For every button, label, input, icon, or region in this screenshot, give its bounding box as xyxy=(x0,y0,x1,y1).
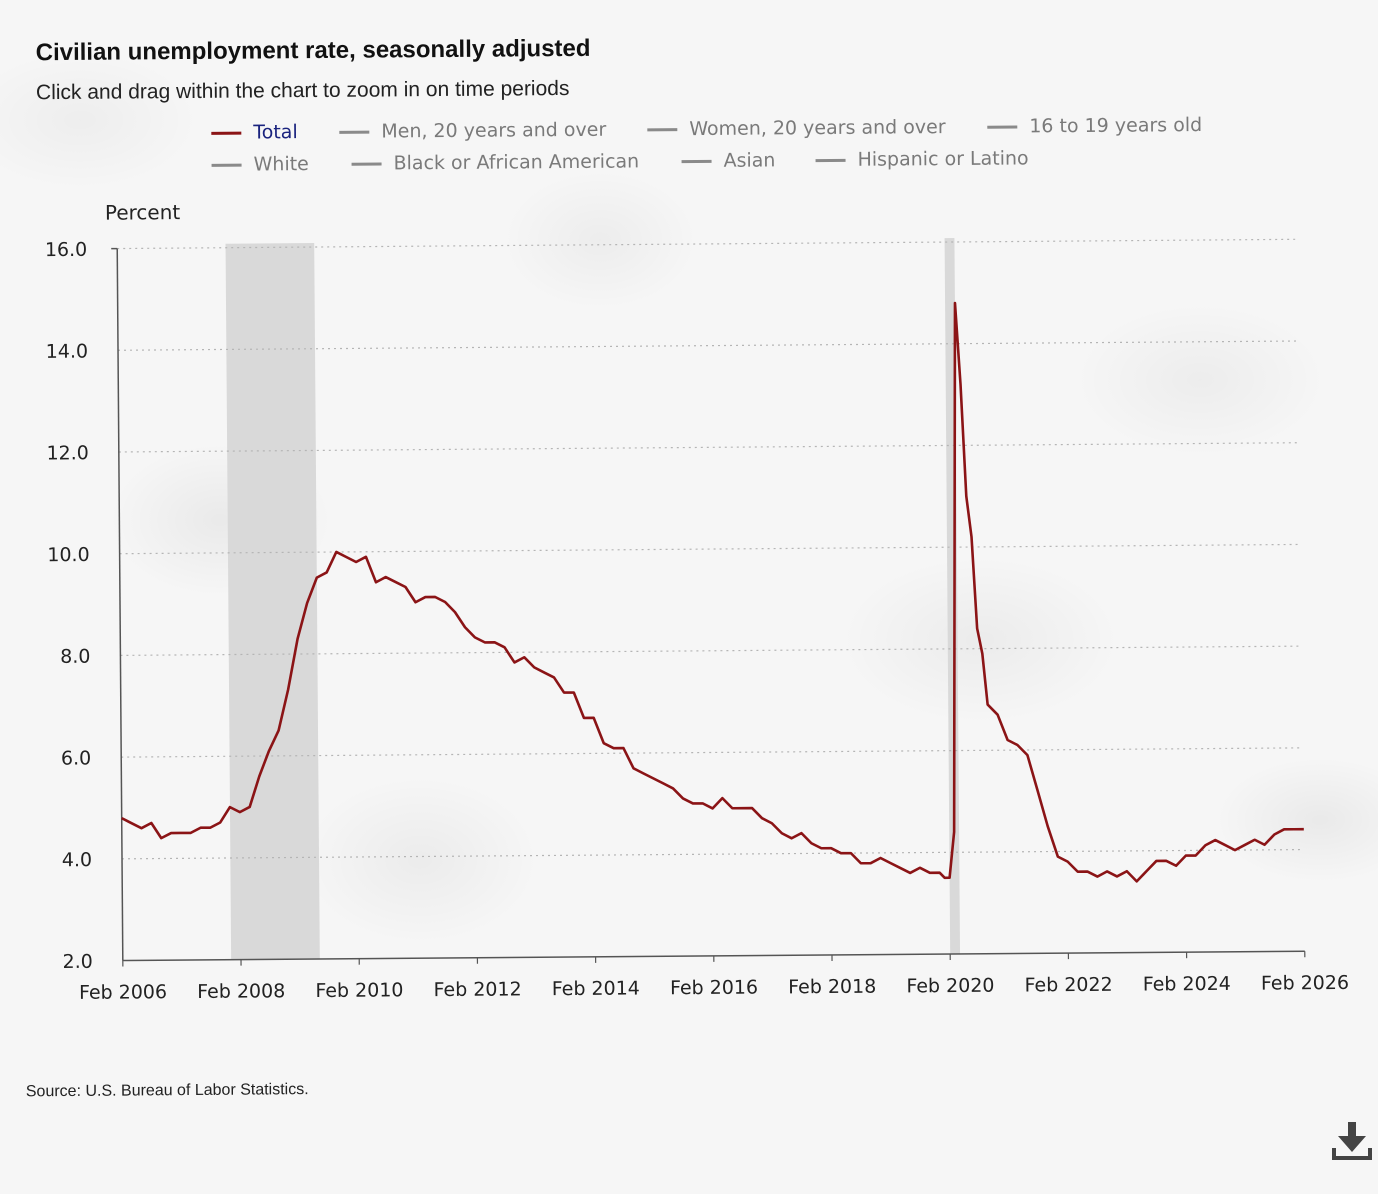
x-tick-4: Feb 2014 xyxy=(552,977,640,1000)
x-tick-6: Feb 2018 xyxy=(788,976,876,999)
unemployment-chart[interactable]: 2.04.06.08.010.012.014.016.0 Feb 2006 Feb… xyxy=(0,0,1378,1065)
grid-line-6 xyxy=(118,340,1300,351)
grid-line-5 xyxy=(118,442,1301,453)
grid-lines xyxy=(117,238,1304,860)
grid-line-2 xyxy=(121,747,1304,758)
x-tick-7: Feb 2020 xyxy=(906,975,994,998)
y-tick-2: 6.0 xyxy=(61,747,91,769)
grid-line-4 xyxy=(119,543,1302,555)
y-tick-0: 2.0 xyxy=(63,951,93,973)
x-tick-3: Feb 2012 xyxy=(434,978,522,1001)
download-button[interactable] xyxy=(1330,1120,1374,1164)
grid-line-1 xyxy=(122,848,1304,860)
x-tick-0: Feb 2006 xyxy=(79,981,167,1004)
grid-line-7 xyxy=(117,238,1300,250)
x-tick-8: Feb 2022 xyxy=(1025,974,1113,997)
x-tick-9: Feb 2024 xyxy=(1143,973,1231,996)
x-tick-5: Feb 2016 xyxy=(670,977,758,1000)
y-axis-label: Percent xyxy=(105,200,181,225)
x-tick-10: Feb 2026 xyxy=(1261,972,1349,995)
series-lines xyxy=(121,301,1304,883)
y-tick-5: 12.0 xyxy=(46,442,88,464)
recession-band-0 xyxy=(225,243,320,960)
y-tick-labels: 2.0 4.0 6.0 8.0 10.0 12.0 14.0 16.0 xyxy=(45,239,93,973)
y-tick-4: 10.0 xyxy=(47,544,89,566)
source-note: Source: U.S. Bureau of Labor Statistics. xyxy=(25,1081,309,1101)
series-line-total xyxy=(121,301,1304,883)
y-tick-6: 14.0 xyxy=(46,341,88,363)
x-tick-1: Feb 2008 xyxy=(197,980,285,1003)
y-axis-line xyxy=(116,248,124,961)
y-tick-7: 16.0 xyxy=(45,239,87,261)
x-tick-labels: Feb 2006 Feb 2008 Feb 2010 Feb 2012 Feb 2014… xyxy=(79,951,1349,1004)
recession-band-1 xyxy=(944,237,961,955)
y-tick-3: 8.0 xyxy=(60,646,90,668)
y-tick-1: 4.0 xyxy=(62,849,92,871)
recession-bands xyxy=(225,237,961,960)
grid-line-3 xyxy=(120,645,1303,657)
download-icon xyxy=(1332,1122,1372,1160)
x-tick-2: Feb 2010 xyxy=(315,979,403,1002)
